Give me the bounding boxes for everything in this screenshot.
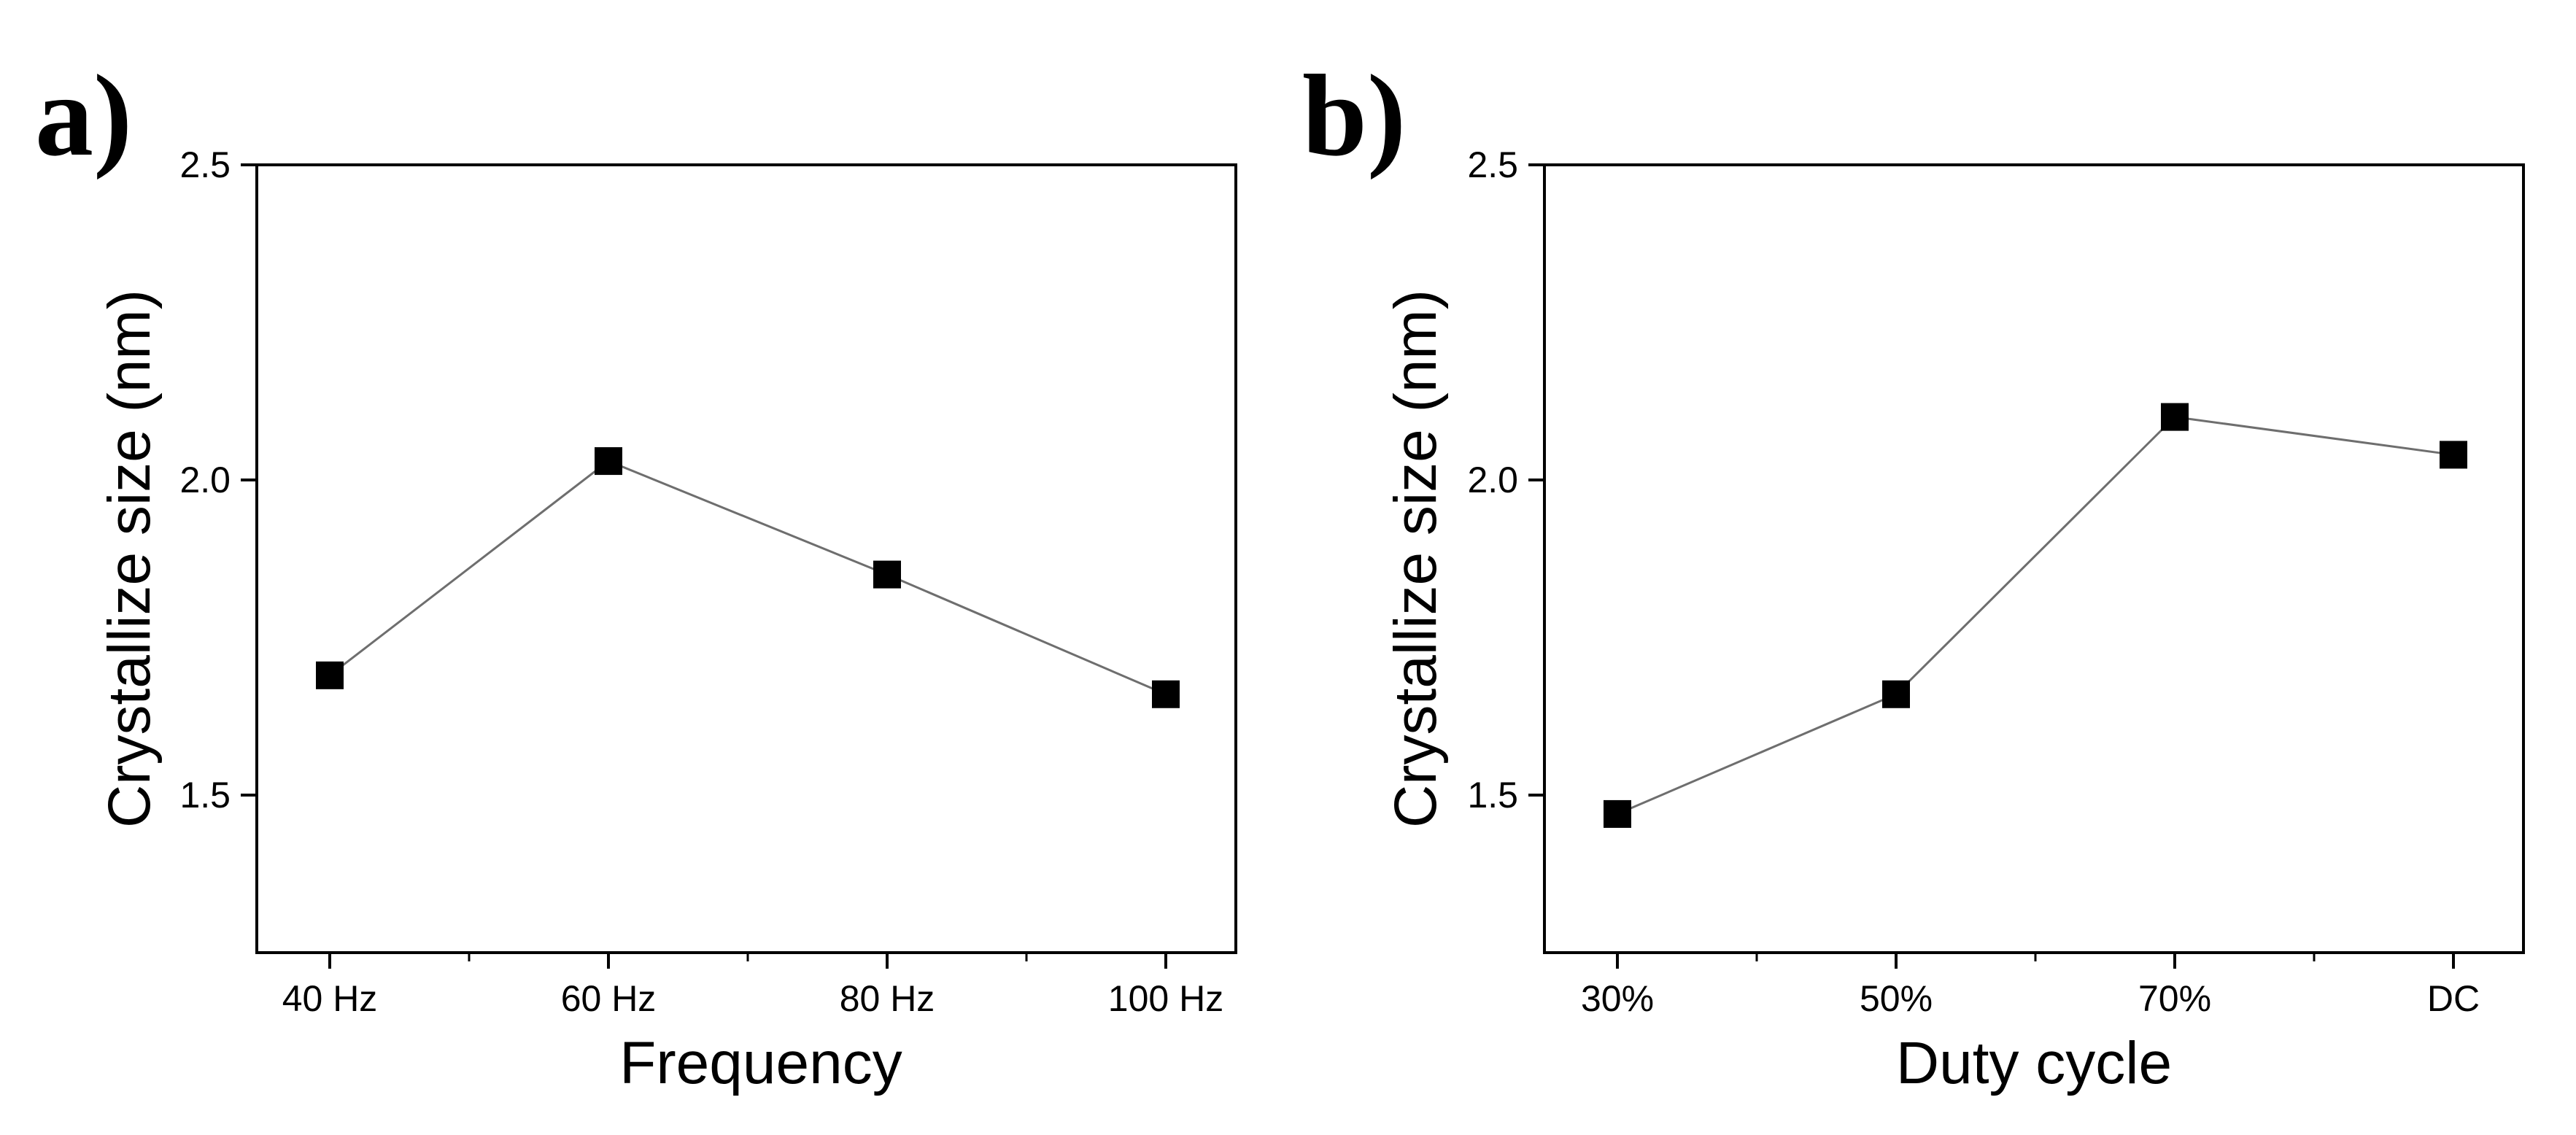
- y-axis-label-a: Crystallize size (nm): [96, 290, 163, 828]
- data-point-b: [2161, 403, 2189, 431]
- series-line-b: [1617, 416, 2454, 816]
- panel-label-b: b): [1302, 50, 1406, 180]
- plot-frame-a: [255, 163, 1237, 954]
- data-point-b: [1604, 799, 1631, 828]
- panel-label-a: a): [35, 50, 132, 180]
- x-tick-label-a: 40 Hz: [282, 978, 378, 1019]
- y-tick-label-b: 2.5: [1467, 144, 1518, 185]
- data-point-b: [2440, 441, 2467, 469]
- data-point-a: [1152, 680, 1180, 708]
- y-axis-label-b: Crystallize size (nm): [1382, 290, 1449, 828]
- x-tick-label-a: 80 Hz: [840, 978, 935, 1019]
- data-point-a: [873, 560, 901, 589]
- x-tick-label-a: 60 Hz: [561, 978, 657, 1019]
- plot-frame-b: [1543, 163, 2525, 954]
- plot-area-a: 1.5 2.0 2.5 40 Hz 60 Hz 80 Hz 100 Hz: [179, 144, 1223, 1019]
- y-tick-label-a: 1.5: [179, 775, 231, 816]
- x-tick-label-a: 100 Hz: [1108, 978, 1223, 1019]
- x-tick-label-b: DC: [2427, 978, 2480, 1019]
- y-tick-label-a: 2.0: [179, 460, 231, 500]
- y-tick-label-a: 2.5: [179, 144, 231, 185]
- chart-a: a) 1.5 2.0 2.5 40 Hz 60 Hz 80 Hz 100 Hz Crysta…: [35, 50, 1237, 1096]
- x-axis-label-a: Frequency: [619, 1030, 902, 1096]
- y-tick-label-b: 2.0: [1467, 460, 1518, 500]
- x-axis-label-b: Duty cycle: [1896, 1030, 2172, 1096]
- chart-b: b) 1.5 2.0 2.5 30% 50% 70% DC Crystallize size…: [1302, 50, 2525, 1096]
- data-point-a: [595, 447, 622, 476]
- data-point-a: [316, 661, 344, 689]
- y-tick-label-b: 1.5: [1467, 775, 1518, 816]
- series-line-a: [329, 460, 1167, 696]
- data-point-b: [1882, 680, 1910, 708]
- x-tick-label-b: 50%: [1860, 978, 1933, 1019]
- x-tick-label-b: 30%: [1581, 978, 1654, 1019]
- x-tick-label-b: 70%: [2138, 978, 2211, 1019]
- plot-area-b: 1.5 2.0 2.5 30% 50% 70% DC: [1467, 144, 2480, 1019]
